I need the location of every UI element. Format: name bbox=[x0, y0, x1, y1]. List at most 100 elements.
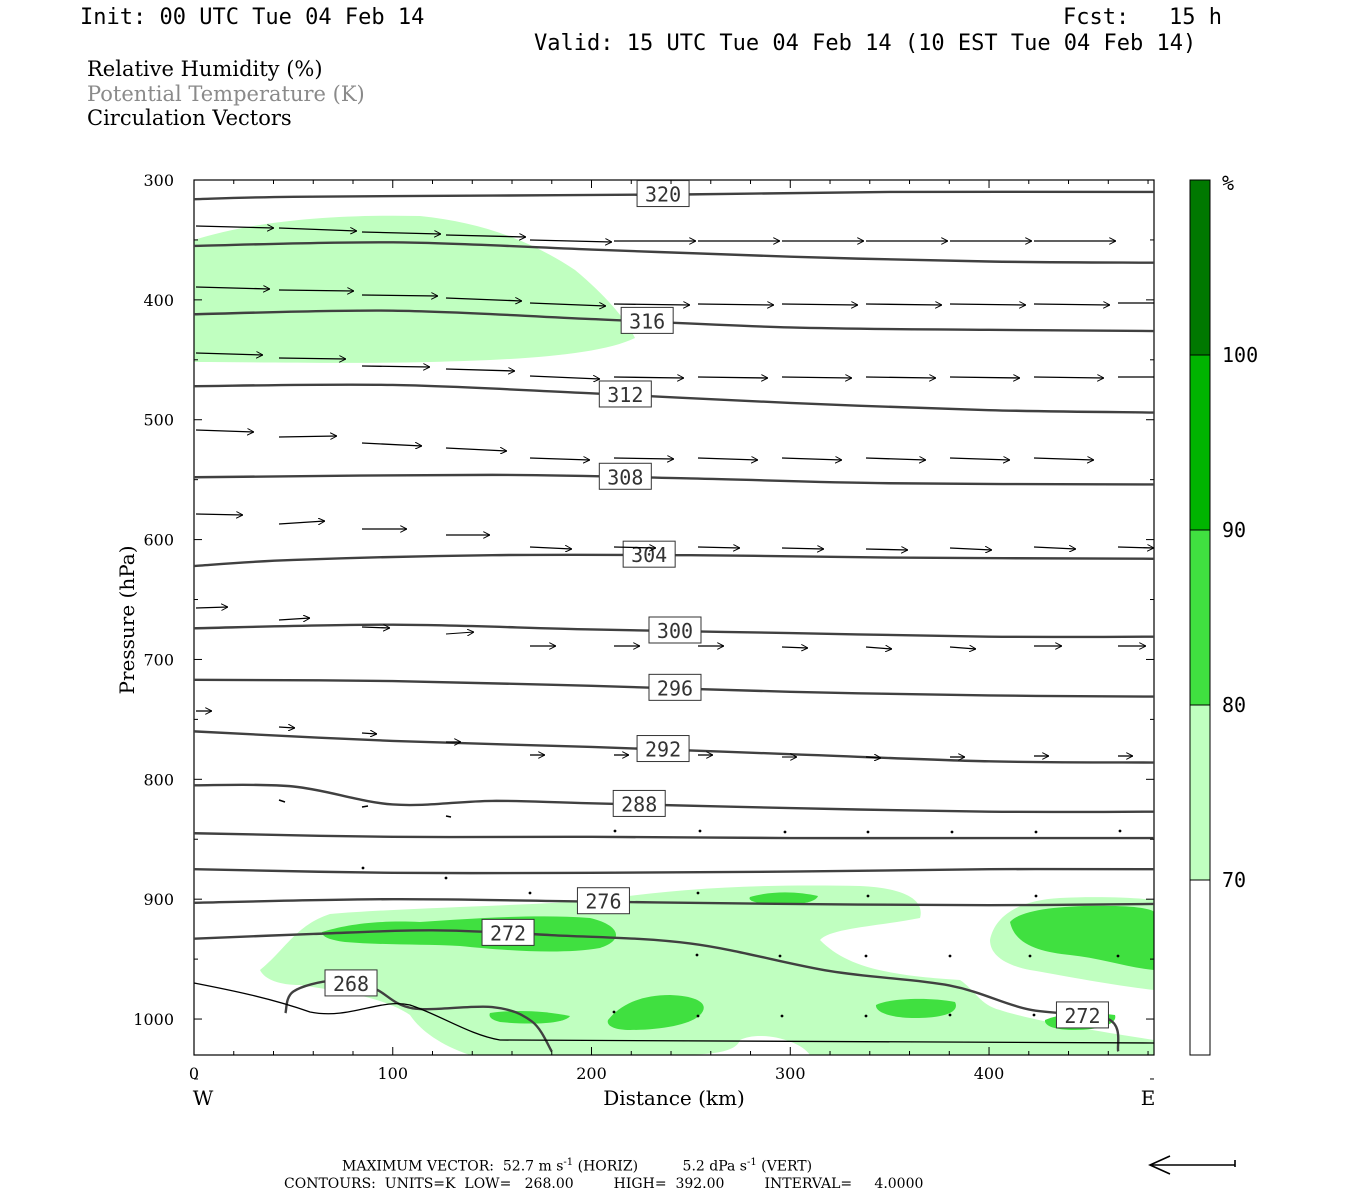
vector bbox=[361, 627, 390, 628]
max-vector-post: (VERT) bbox=[756, 1158, 813, 1175]
x-end-label-west: W bbox=[193, 1086, 214, 1110]
contour-label-box bbox=[324, 969, 378, 997]
theta-contour-line bbox=[284, 979, 553, 1053]
vector bbox=[445, 632, 474, 634]
y-tick-label: 400 bbox=[143, 291, 174, 310]
contour-label: 300 bbox=[657, 619, 693, 643]
theta-contour-line bbox=[194, 897, 1154, 907]
x-tick-label: 200 bbox=[576, 1064, 607, 1083]
contour-label-box bbox=[636, 180, 690, 208]
y-tick-label: 900 bbox=[143, 890, 174, 909]
vector bbox=[444, 876, 448, 880]
vector bbox=[613, 458, 674, 459]
colorbar-segment bbox=[1190, 530, 1210, 705]
vector bbox=[1032, 1013, 1036, 1017]
vector bbox=[949, 458, 1010, 460]
vector bbox=[696, 1014, 700, 1018]
vector bbox=[950, 830, 954, 834]
contour-label-box bbox=[612, 789, 666, 817]
contour-label: 276 bbox=[585, 890, 621, 914]
colorbar-label: 100 bbox=[1222, 343, 1258, 367]
legend-theta: Potential Temperature (K) bbox=[87, 82, 365, 106]
max-vector-sup2: -1 bbox=[746, 1157, 757, 1168]
vector bbox=[864, 1014, 868, 1018]
vector bbox=[361, 866, 365, 870]
vector bbox=[529, 240, 612, 242]
colorbar-segment bbox=[1190, 180, 1210, 355]
init-time: Init: 00 UTC Tue 04 Feb 14 bbox=[80, 5, 425, 30]
vector bbox=[195, 353, 263, 355]
vector bbox=[1116, 954, 1120, 958]
vector bbox=[949, 377, 1020, 378]
colorbar: 70 80 90 100% bbox=[1189, 171, 1258, 1056]
vector bbox=[613, 377, 684, 378]
vector bbox=[865, 549, 908, 550]
colorbar-segment bbox=[1190, 705, 1210, 880]
contour-info: CONTOURS: UNITS=K LOW= 268.00 HIGH= 392.… bbox=[284, 1176, 924, 1192]
vector bbox=[695, 953, 699, 957]
vector bbox=[613, 829, 617, 833]
vector bbox=[780, 1014, 784, 1018]
max-vector-mid: (HORIZ) 5.2 dPa s bbox=[573, 1158, 747, 1175]
x-tick-label: 300 bbox=[775, 1064, 806, 1083]
vector bbox=[865, 304, 942, 305]
rh-80-d bbox=[607, 995, 704, 1030]
valid-time: Valid: 15 UTC Tue 04 Feb 14 (10 EST Tue … bbox=[534, 31, 1197, 56]
rh-70-upper bbox=[194, 215, 635, 363]
vector bbox=[361, 232, 441, 234]
contour-label: 316 bbox=[629, 309, 665, 333]
vector bbox=[1034, 830, 1038, 834]
y-tick-label: 300 bbox=[143, 171, 174, 190]
vector bbox=[948, 954, 952, 958]
vector bbox=[865, 647, 892, 649]
vector bbox=[865, 757, 881, 758]
vector bbox=[529, 303, 606, 306]
vector bbox=[445, 235, 526, 237]
rh-80-e bbox=[489, 1011, 570, 1024]
rh-80-c bbox=[1010, 905, 1154, 970]
vector bbox=[781, 548, 824, 549]
vector bbox=[1033, 377, 1104, 378]
colorbar-unit: % bbox=[1222, 171, 1234, 195]
contour-label: 312 bbox=[607, 383, 643, 407]
vector bbox=[866, 830, 870, 834]
vector bbox=[612, 1010, 616, 1014]
vector bbox=[361, 295, 438, 296]
theta-contour-labels: 320 316 312 308 304 300 296 292 288 276 272 268 272 bbox=[324, 180, 1109, 1029]
theta-contour-line bbox=[194, 929, 1120, 1052]
x-end-label-east: E bbox=[1141, 1086, 1156, 1110]
vector bbox=[783, 830, 787, 834]
forecast-value: 15 h bbox=[1168, 5, 1222, 30]
vector bbox=[361, 733, 377, 734]
vector bbox=[529, 547, 572, 549]
vector bbox=[195, 430, 254, 432]
theta-contour-line bbox=[194, 867, 1154, 875]
vector bbox=[697, 547, 740, 548]
vector bbox=[866, 894, 870, 898]
vector bbox=[697, 458, 758, 460]
x-tick-label: 400 bbox=[974, 1064, 1005, 1083]
contour-label-box bbox=[598, 380, 652, 408]
vector bbox=[949, 647, 976, 649]
terrain-line bbox=[193, 982, 1155, 1044]
vector bbox=[361, 366, 430, 367]
contour-label-box bbox=[636, 735, 690, 763]
vector bbox=[613, 547, 656, 548]
vector bbox=[528, 891, 532, 895]
vector bbox=[1033, 458, 1094, 460]
vector bbox=[781, 304, 858, 305]
max-vector-sup1: -1 bbox=[563, 1157, 574, 1168]
axes: 300 400 500 600 700 800 900 1000 0 100 200 300 400 bbox=[133, 171, 1154, 1083]
y-tick-label: 1000 bbox=[133, 1010, 174, 1029]
vector bbox=[781, 647, 808, 648]
contour-label: 272 bbox=[490, 921, 526, 945]
contour-label: 296 bbox=[657, 676, 693, 700]
vector bbox=[195, 226, 274, 228]
contour-label-box bbox=[620, 306, 674, 334]
vector bbox=[278, 799, 286, 803]
x-tick-label: 0 bbox=[189, 1064, 199, 1083]
contour-label: 272 bbox=[1064, 1004, 1100, 1028]
y-tick-label: 500 bbox=[143, 411, 174, 430]
vector bbox=[1118, 829, 1122, 833]
vector bbox=[696, 891, 700, 895]
